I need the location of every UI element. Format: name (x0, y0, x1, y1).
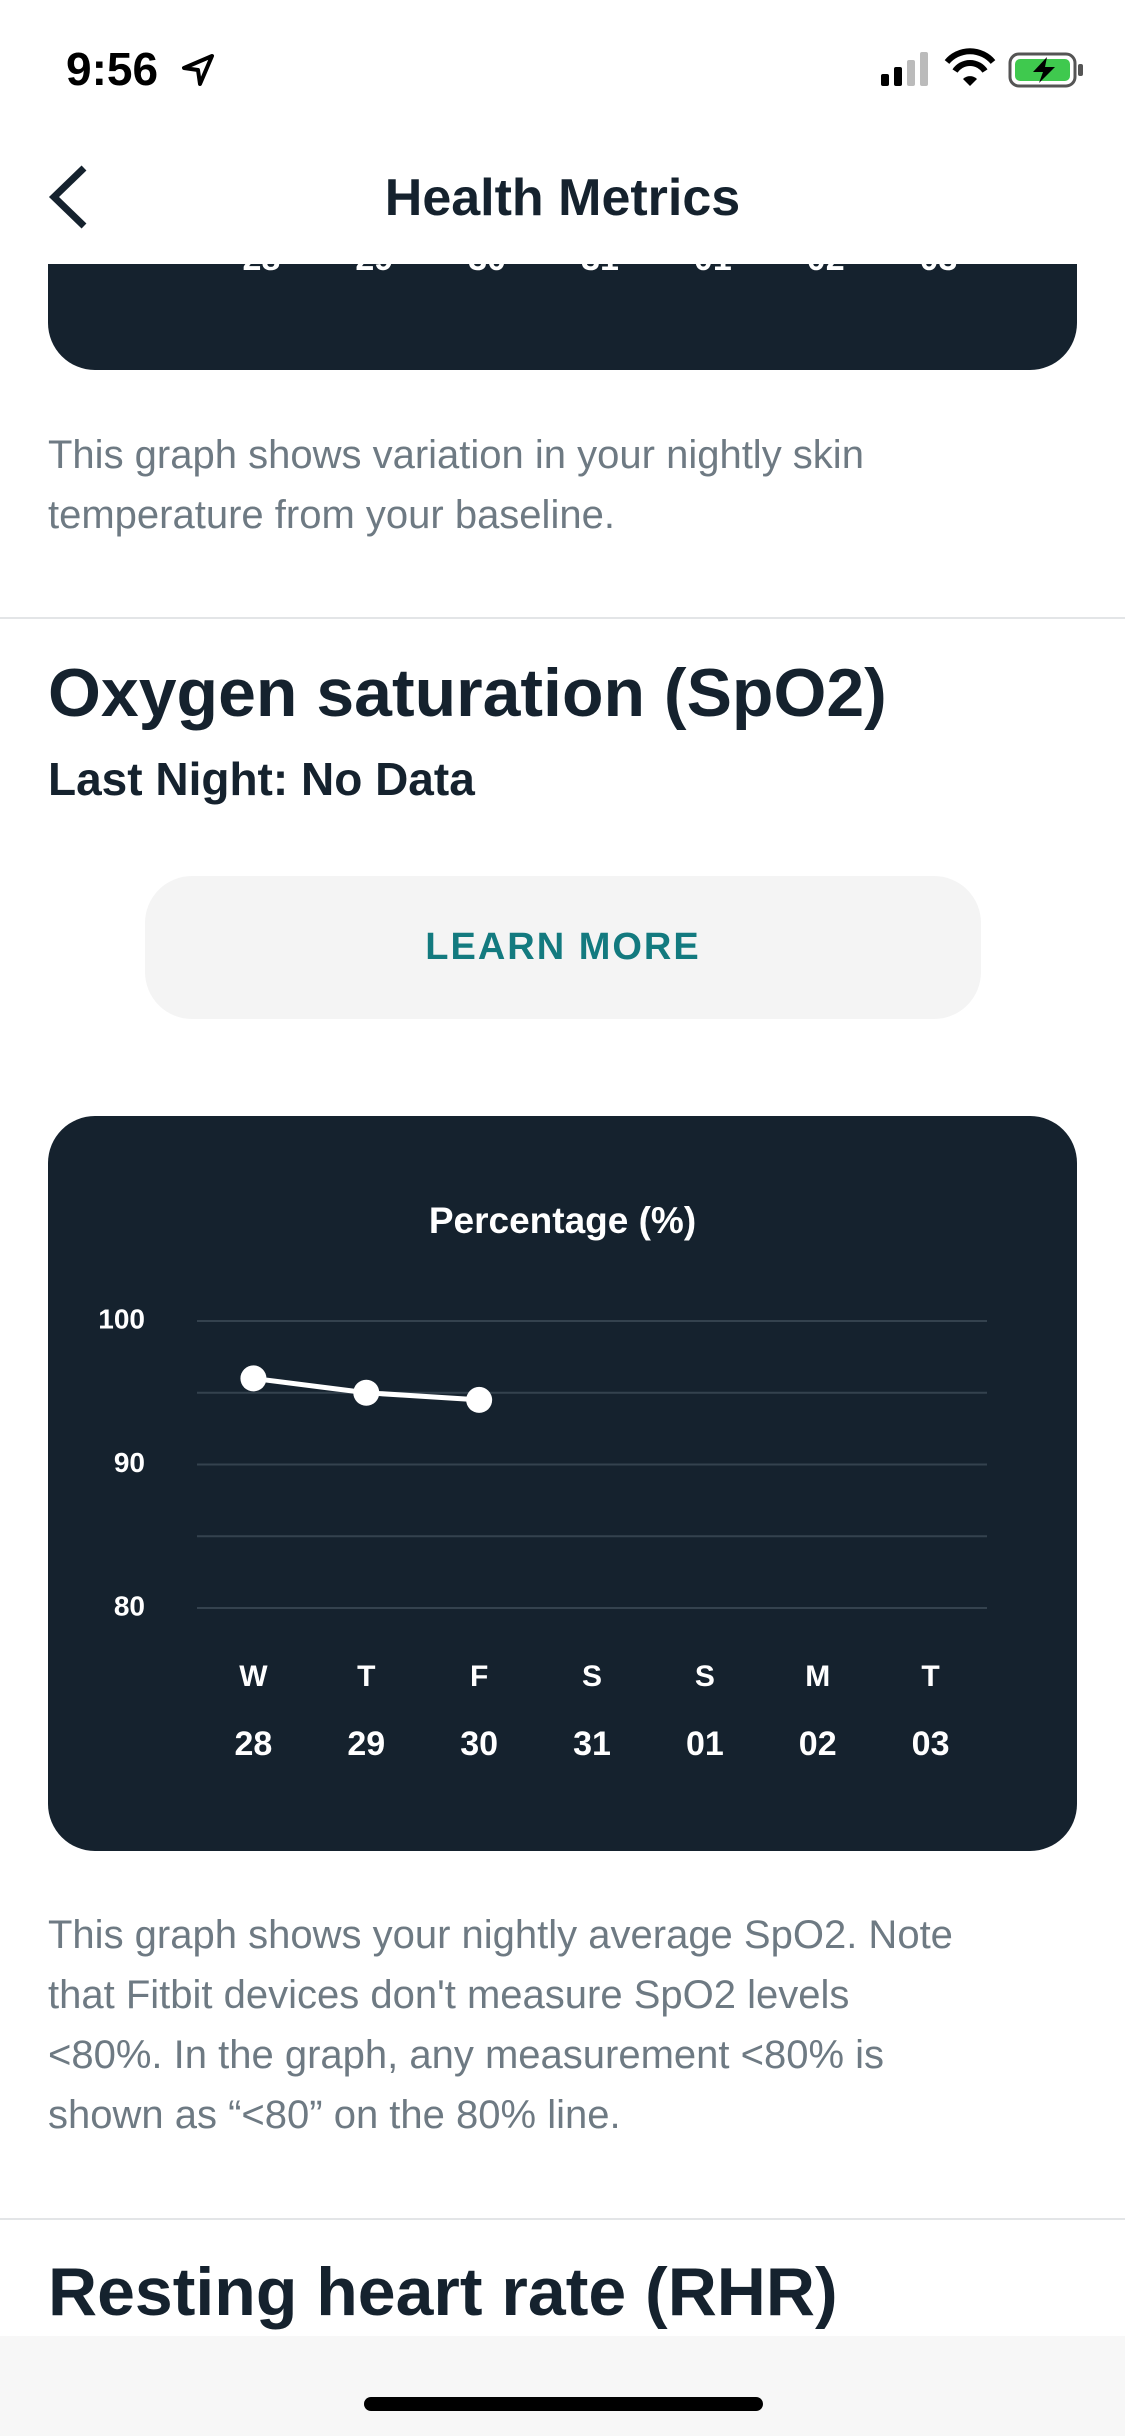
chart: Percentage (%) 100 90 80 W 28 T 29 F 30 S 31 S 01 M 02 T… (48, 1116, 1077, 1851)
x-tick-label: S (695, 1660, 715, 1693)
x-date-label: 28 (235, 1725, 273, 1763)
learn-more-button[interactable]: LEARN MORE (145, 876, 981, 1019)
x-date-label: 01 (686, 1725, 724, 1763)
x-date-label: 31 (573, 1725, 611, 1763)
y-tick-label: 90 (114, 1447, 145, 1478)
chart-title: Percentage (%) (429, 1200, 696, 1241)
description-line: This graph shows your nightly average Sp… (48, 1913, 953, 1957)
divider (0, 2218, 1125, 2220)
home-indicator (364, 2397, 763, 2411)
description-line: shown as “<80” on the 80% line. (48, 2093, 621, 2137)
y-tick-label: 100 (98, 1303, 145, 1334)
point (466, 1386, 493, 1413)
description-line: This graph shows variation in your night… (48, 433, 864, 477)
section-title: Oxygen saturation (SpO2) (48, 655, 887, 731)
status-time: 9:56 (66, 43, 159, 95)
x-tick-label: W (239, 1660, 268, 1693)
divider (0, 617, 1125, 619)
x-date-label: 29 (347, 1725, 385, 1763)
description-line: that Fitbit devices don't measure SpO2 l… (48, 1973, 850, 2017)
bottom-bar (0, 2336, 1125, 2436)
point (240, 1365, 267, 1392)
top-bar (0, 0, 1125, 264)
y-tick-label: 80 (114, 1590, 145, 1621)
description-line: temperature from your baseline. (48, 493, 615, 537)
header-title: Health Metrics (384, 169, 741, 227)
section-subtitle: Last Night: No Data (48, 753, 475, 805)
x-date-label: 02 (799, 1725, 837, 1763)
status-icons (881, 48, 1083, 88)
x-date-label: 30 (460, 1725, 498, 1763)
x-tick-label: T (921, 1660, 939, 1693)
x-tick-label: F (470, 1660, 488, 1693)
x-date-label: 03 (912, 1725, 950, 1763)
x-tick-label: S (582, 1660, 602, 1693)
chart-card (48, 1116, 1077, 1851)
point (353, 1379, 380, 1406)
x-tick-label: M (805, 1660, 830, 1693)
next-section-title: Resting heart rate (RHR) (48, 2254, 838, 2330)
description-line: <80%. In the graph, any measurement <80%… (48, 2033, 885, 2077)
back-button[interactable] (44, 162, 94, 232)
location-icon (182, 54, 214, 86)
x-tick-label: T (357, 1660, 375, 1693)
